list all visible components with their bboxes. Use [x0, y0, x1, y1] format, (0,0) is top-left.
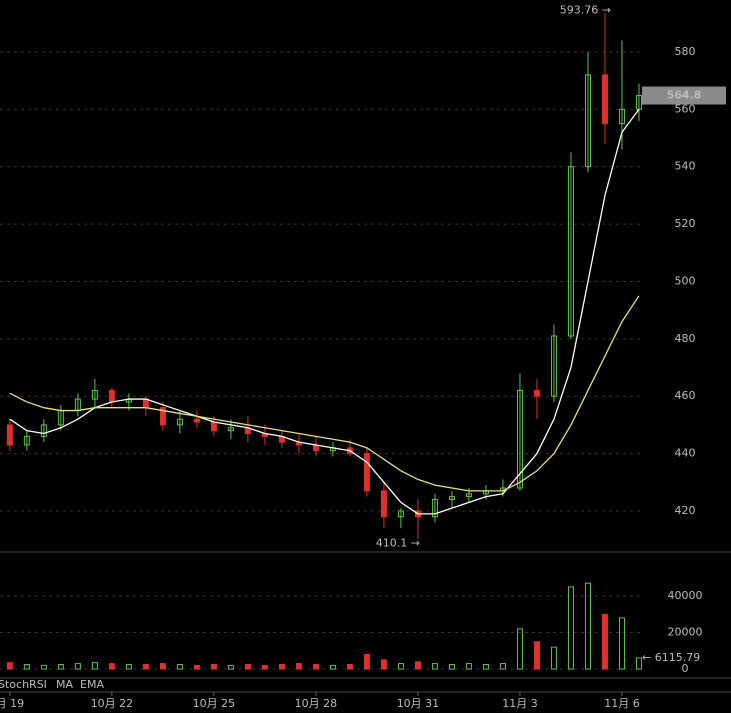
volume-bar	[108, 663, 115, 670]
volume-bar	[550, 646, 557, 670]
volume-bar	[23, 663, 30, 670]
volume-bar	[227, 664, 234, 670]
volume-bar	[57, 663, 64, 670]
volume-bar	[448, 663, 455, 670]
candle-body	[91, 389, 98, 400]
x-tick-label: 11月 3	[502, 697, 538, 710]
volume-bar	[159, 663, 166, 670]
legend-item: MA	[56, 678, 73, 691]
candle-body	[397, 510, 404, 518]
price-badge	[642, 86, 726, 105]
volume-bar	[482, 663, 489, 670]
x-tick-label: 11月 6	[604, 697, 640, 710]
candle-body	[108, 389, 115, 403]
volume-bar	[397, 663, 404, 670]
volume-bar	[499, 663, 506, 670]
volume-bar	[176, 663, 183, 670]
candle-body	[584, 74, 591, 168]
candle-body	[601, 74, 608, 125]
candle-body	[210, 421, 217, 432]
volume-bar	[567, 586, 574, 670]
candle-body	[193, 418, 200, 423]
volume-bar	[584, 582, 591, 670]
candle-body	[567, 166, 574, 337]
low-annotation: 410.1 →	[376, 536, 420, 549]
legend: StochRSI MA EMA	[0, 678, 104, 691]
x-tick-label: 10月 28	[295, 697, 338, 710]
x-tick-label: 10月 25	[193, 697, 236, 710]
volume-bar	[516, 628, 523, 670]
candle-body	[142, 398, 149, 409]
volume-bar	[329, 664, 336, 670]
candle-body	[159, 407, 166, 426]
volume-bar	[210, 663, 217, 670]
volume-bar	[312, 663, 319, 670]
ma-line	[9, 108, 640, 515]
volume-bar	[414, 661, 421, 670]
volume-bar	[244, 663, 251, 670]
y-tick-label: 520	[675, 217, 696, 230]
last-price: 564.8	[667, 89, 702, 102]
candle-body	[618, 108, 625, 125]
y-tick-label: 540	[675, 160, 696, 173]
volume-bar	[74, 663, 81, 670]
candle-body	[176, 418, 183, 426]
volume-bar	[295, 663, 302, 670]
x-tick-label: 月 19	[0, 697, 24, 710]
y-tick-label: 500	[675, 274, 696, 287]
volume-bar	[40, 664, 47, 670]
volume-bar	[278, 663, 285, 670]
candle-body	[431, 498, 438, 518]
x-tick-label: 10月 31	[397, 697, 440, 710]
volume-bar	[346, 663, 353, 670]
y-tick-label: 560	[675, 102, 696, 115]
candle-body	[533, 389, 540, 397]
candle-body	[6, 424, 13, 446]
candle-body	[363, 453, 370, 492]
y-tick-label: 440	[675, 447, 696, 460]
y-tick-label: 0	[682, 662, 689, 675]
volume-bar	[431, 663, 438, 670]
candle-body	[40, 424, 47, 437]
candle-body	[227, 427, 234, 432]
candle-body	[380, 490, 387, 518]
candle-body	[550, 335, 557, 397]
volume-bar	[261, 664, 268, 670]
y-tick-label: 580	[675, 45, 696, 58]
volume-bar	[618, 617, 625, 670]
x-tick-label: 10月 22	[91, 697, 134, 710]
volume-bar	[125, 663, 132, 670]
y-tick-label: 420	[675, 504, 696, 517]
candle-body	[465, 493, 472, 498]
legend-item: EMA	[80, 678, 104, 691]
volume-bar	[142, 663, 149, 670]
volume-bar	[380, 659, 387, 670]
candle-body	[448, 496, 455, 500]
y-tick-label: 480	[675, 332, 696, 345]
volume-bar	[6, 662, 13, 670]
volume-bar	[533, 641, 540, 670]
volume-bar	[91, 662, 98, 670]
high-annotation: 593.76 →	[560, 3, 611, 16]
legend-item: StochRSI	[0, 678, 47, 691]
y-tick-label: 460	[675, 389, 696, 402]
y-tick-label: 40000	[668, 589, 703, 602]
y-tick-label: 20000	[668, 626, 703, 639]
last-volume: ← 6115.79	[642, 651, 700, 664]
volume-bar	[601, 613, 608, 670]
volume-bar	[193, 664, 200, 670]
volume-bar	[465, 663, 472, 670]
ema-line	[9, 295, 640, 492]
volume-bar	[363, 653, 370, 670]
candle-body	[516, 389, 523, 489]
candle-body	[23, 435, 30, 446]
volume-bar	[635, 657, 642, 670]
